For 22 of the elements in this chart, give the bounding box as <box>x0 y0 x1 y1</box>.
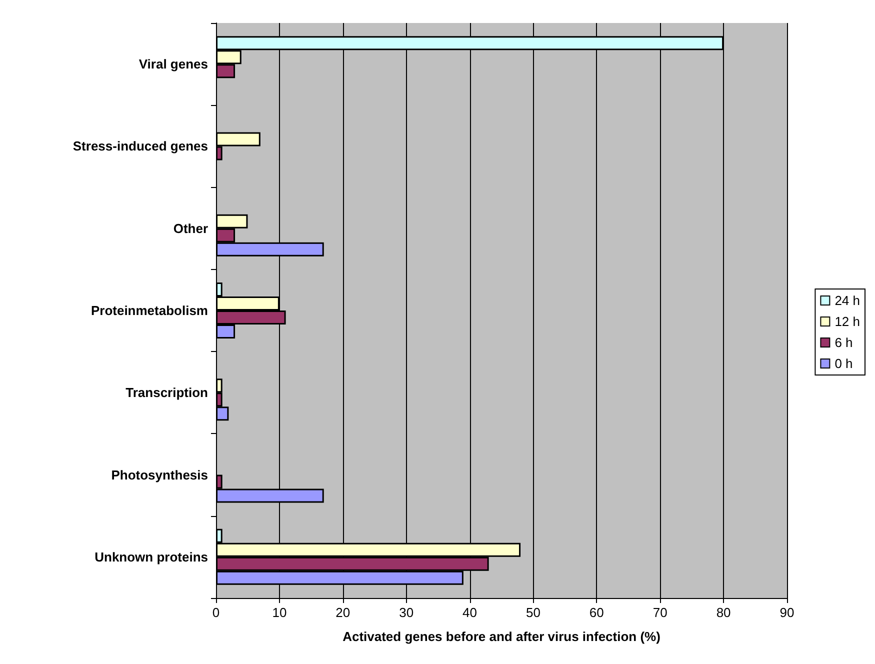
y-tick-label: Proteinmetabolism <box>90 303 208 318</box>
y-tick-label: Transcription <box>126 385 208 400</box>
y-tick-label: Viral genes <box>138 56 208 72</box>
x-tick-label: 70 <box>652 605 668 620</box>
y-tick-label: Stress-induced genes <box>72 138 208 154</box>
x-tick-label: 60 <box>589 605 604 620</box>
x-tick-label: 30 <box>399 605 414 620</box>
x-tick-label: 0 <box>212 605 220 620</box>
legend-label: 0 h <box>834 356 853 371</box>
x-tick-label: 10 <box>272 605 287 620</box>
x-tick-label: 80 <box>716 605 731 620</box>
x-axis-title: Activated genes before and after virus infection (%) <box>342 629 660 644</box>
x-tick-label: 20 <box>336 605 350 620</box>
x-tick-label: 90 <box>780 605 794 620</box>
y-tick-label: Other <box>173 220 208 236</box>
legend-label: 6 h <box>834 335 853 350</box>
y-tick-label: Photosynthesis <box>111 467 208 482</box>
x-tick-label: 40 <box>462 605 478 620</box>
y-tick-label: Unknown proteins <box>94 549 208 564</box>
x-tick-label: 50 <box>526 605 540 620</box>
legend-label: 12 h <box>834 314 860 329</box>
legend-label: 24 h <box>834 293 860 308</box>
